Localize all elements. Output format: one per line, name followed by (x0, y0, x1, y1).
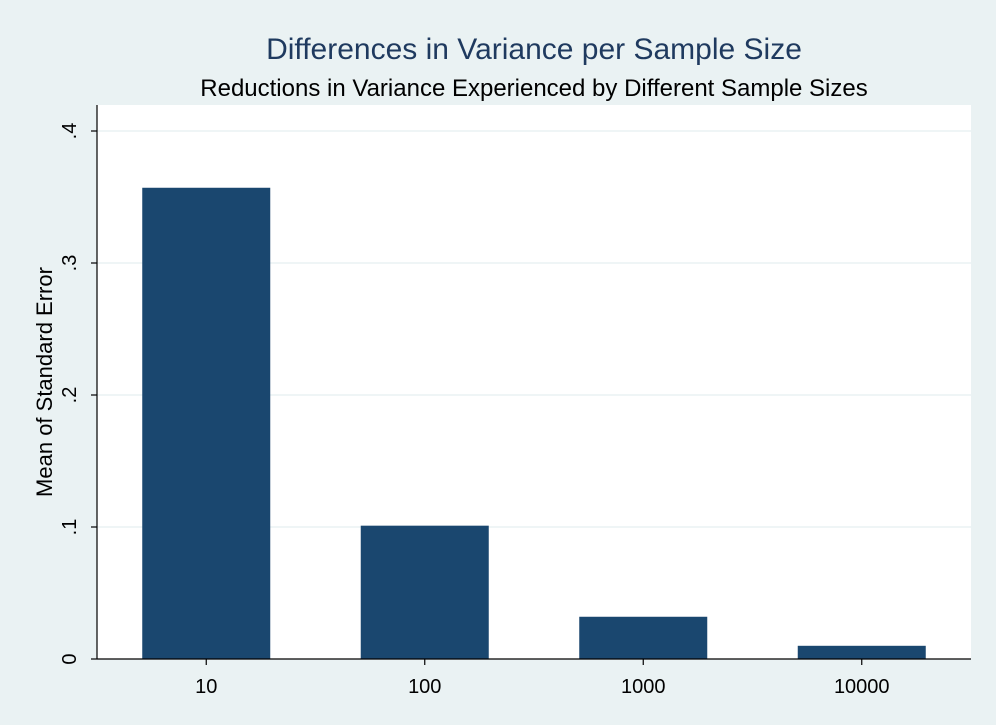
y-ticks: 0 .1 .2 .3 .4 (59, 123, 97, 665)
x-ticks: 10 100 1000 10000 (195, 659, 890, 698)
chart-title: Differences in Variance per Sample Size (266, 33, 802, 66)
bar-10 (142, 187, 271, 659)
bar-1000 (579, 616, 708, 659)
bars (142, 187, 926, 659)
x-tick-label: 10000 (834, 676, 890, 698)
y-axis-label: Mean of Standard Error (32, 267, 57, 497)
y-tick-label: .3 (59, 255, 81, 272)
bar-10000 (797, 645, 926, 659)
bar-100 (360, 525, 489, 659)
y-tick-label: .2 (59, 387, 81, 404)
x-tick-label: 10 (195, 676, 217, 698)
y-tick-label: 0 (59, 653, 81, 664)
y-tick-label: .4 (59, 123, 81, 140)
x-tick-label: 100 (408, 676, 441, 698)
chart-subtitle: Reductions in Variance Experienced by Di… (200, 75, 867, 102)
axes (96, 105, 971, 660)
x-tick-label: 1000 (621, 676, 666, 698)
y-tick-label: .1 (59, 519, 81, 536)
